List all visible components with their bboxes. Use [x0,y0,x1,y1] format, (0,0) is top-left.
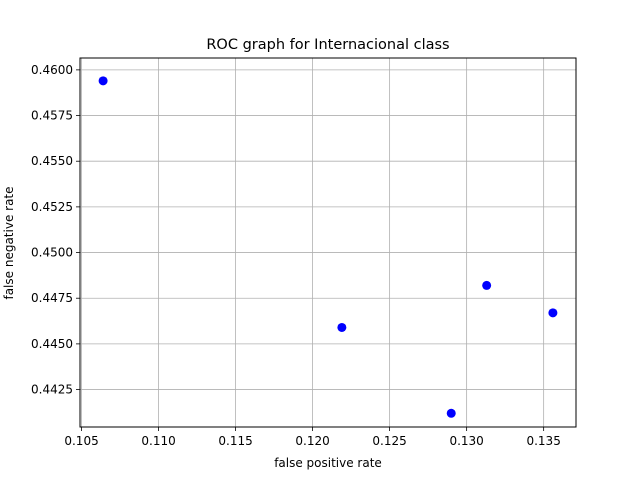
x-tick-label: 0.135 [526,434,560,448]
y-axis-label: false negative rate [2,186,16,299]
x-tick-label: 0.120 [295,434,329,448]
x-tick-label: 0.105 [64,434,98,448]
y-tick-label: 0.4600 [31,63,73,77]
y-tick-label: 0.4575 [31,109,73,123]
data-point [337,322,347,332]
data-point [98,76,108,86]
y-tick-label: 0.4525 [31,200,73,214]
x-axis-label: false positive rate [274,456,382,470]
x-tick-label: 0.115 [218,434,252,448]
chart-title: ROC graph for Internacional class [206,37,449,53]
data-points [98,76,558,418]
y-tick-label: 0.4425 [31,383,73,397]
x-tick-label: 0.125 [372,434,406,448]
x-tick-label: 0.130 [449,434,483,448]
grid-lines [80,58,576,427]
y-tick-label: 0.4550 [31,154,73,168]
x-tick-label: 0.110 [141,434,175,448]
y-tick-label: 0.4450 [31,337,73,351]
axis-ticks: 0.105 0.110 0.115 0.120 0.125 0.130 0.135 0.442… [31,63,561,448]
data-point [548,308,558,318]
data-point [446,408,456,418]
y-tick-label: 0.4475 [31,291,73,305]
data-point [482,280,492,290]
y-tick-label: 0.4500 [31,246,73,260]
plot-area-frame [79,57,577,428]
